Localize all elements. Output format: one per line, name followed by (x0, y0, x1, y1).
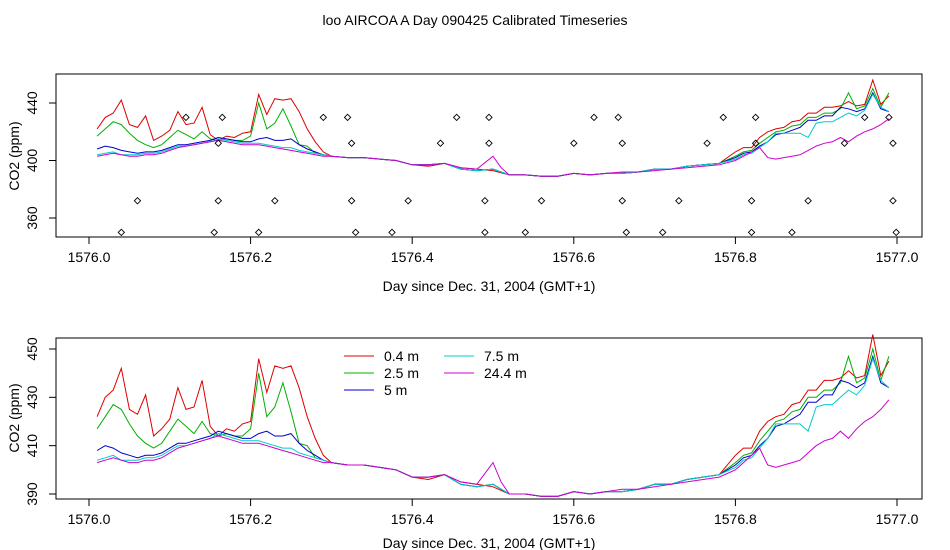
diamond-marker (892, 228, 900, 237)
plot-frame (55, 337, 923, 500)
diamond-marker (436, 139, 445, 147)
diamond-marker (751, 139, 760, 147)
x-tick-label: 1577.0 (876, 511, 919, 527)
y-tick-label: 410 (24, 434, 40, 458)
series-lines (96, 78, 890, 177)
x-tick-label: 1577.0 (876, 249, 919, 265)
y-tick-label: 450 (24, 337, 40, 361)
diamond-marker (618, 139, 627, 147)
y-axis-label: CO2 (ppm) (6, 383, 22, 452)
diamond-marker (452, 113, 461, 122)
diamond-marker (751, 113, 760, 122)
legend-label: 24.4 m (484, 365, 527, 381)
x-axis-label: Day since Dec. 31, 2004 (GMT+1) (383, 278, 596, 294)
diamond-marker (481, 228, 489, 237)
diamond-marker (703, 139, 711, 147)
plot-frame (55, 73, 923, 238)
diamond-marker (319, 113, 328, 122)
x-axis: 1576.0 1576.2 1576.4 1576.6 1576.8 1577.0 (68, 237, 919, 265)
x-tick-label: 1576.0 (68, 511, 111, 527)
diamond-marker (347, 197, 356, 205)
diamond-marker (537, 197, 546, 205)
diamond-marker (885, 113, 893, 122)
diamond-marker (347, 139, 356, 147)
diamond-marker (117, 228, 126, 237)
series-lines (96, 334, 890, 497)
figure-title: loo AIRCOA A Day 090425 Calibrated Times… (322, 12, 627, 28)
y-tick-label: 390 (24, 482, 40, 506)
series-line-4 (96, 399, 890, 497)
diamond-marker (485, 139, 493, 147)
diamond-marker (210, 228, 218, 237)
diamond-marker (481, 197, 489, 205)
diamond-marker (622, 228, 631, 237)
diamond-marker (182, 113, 190, 122)
series-line-1 (96, 87, 890, 177)
series-line-4 (97, 118, 890, 177)
diamond-marker (618, 197, 627, 205)
x-tick-label: 1576.4 (391, 511, 434, 527)
diamond-marker (590, 113, 598, 122)
diamond-marker (343, 113, 352, 122)
top-panel: 360 400 440 1576.0 1576.2 1576.4 1576.6 1576.8… (6, 73, 923, 294)
diamond-marker (351, 228, 360, 237)
x-tick-label: 1576.4 (391, 249, 434, 265)
diamond-marker (214, 139, 223, 147)
legend: 0.4 m2.5 m5 m 7.5 m24.4 m (344, 348, 527, 398)
diamond-marker (840, 139, 849, 147)
x-axis-label: Day since Dec. 31, 2004 (GMT+1) (383, 535, 596, 550)
diamond-marker (804, 197, 812, 205)
diamond-marker (485, 113, 493, 122)
series-line-0 (96, 78, 890, 177)
diamond-marker (658, 228, 667, 237)
x-tick-label: 1576.0 (68, 249, 111, 265)
y-tick-label: 360 (24, 206, 40, 230)
y-tick-label: 440 (24, 91, 40, 115)
diamond-marker (404, 197, 412, 205)
diamond-marker (254, 228, 263, 237)
y-tick-label: 430 (24, 385, 40, 409)
x-tick-label: 1576.8 (714, 511, 757, 527)
legend-label: 7.5 m (484, 348, 519, 364)
diamond-marker (271, 197, 279, 205)
y-axis: 360 400 440 (24, 91, 56, 230)
legend-label: 0.4 m (384, 348, 419, 364)
diamond-marker (860, 113, 869, 122)
x-axis: 1576.0 1576.2 1576.4 1576.6 1576.8 1577.0 (68, 499, 919, 527)
diamond-marker (719, 113, 728, 122)
diamond-marker (218, 113, 227, 122)
legend-label: 2.5 m (384, 365, 419, 381)
diamond-marker (388, 228, 396, 237)
diamond-marker (747, 228, 756, 237)
x-tick-label: 1576.2 (229, 511, 272, 527)
diamond-marker (889, 139, 897, 147)
x-tick-label: 1576.2 (229, 249, 272, 265)
series-line-2 (96, 91, 890, 177)
x-tick-label: 1576.6 (552, 249, 595, 265)
diamond-marker (889, 197, 897, 205)
diamond-marker (570, 139, 578, 147)
diamond-marker (214, 197, 223, 205)
diamond-marker (747, 197, 756, 205)
diamond-marker (614, 113, 622, 122)
diamond-marker (788, 228, 796, 237)
y-axis: 390 410 430 450 (24, 337, 56, 506)
diamond-marker (521, 228, 530, 237)
diamond-marker (133, 197, 142, 205)
diamond-marker (675, 197, 683, 205)
y-tick-label: 400 (24, 149, 40, 173)
x-tick-label: 1576.6 (552, 511, 595, 527)
legend-label: 5 m (384, 382, 407, 398)
markers (117, 113, 900, 237)
x-tick-label: 1576.8 (714, 249, 757, 265)
y-axis-label: CO2 (ppm) (6, 121, 22, 190)
